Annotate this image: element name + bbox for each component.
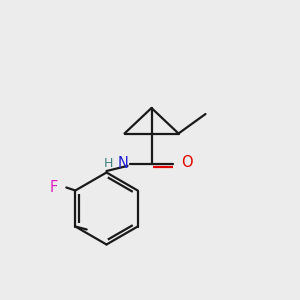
Text: F: F	[49, 180, 58, 195]
Text: N: N	[118, 156, 128, 171]
Text: O: O	[181, 155, 193, 170]
Text: H: H	[104, 157, 114, 170]
